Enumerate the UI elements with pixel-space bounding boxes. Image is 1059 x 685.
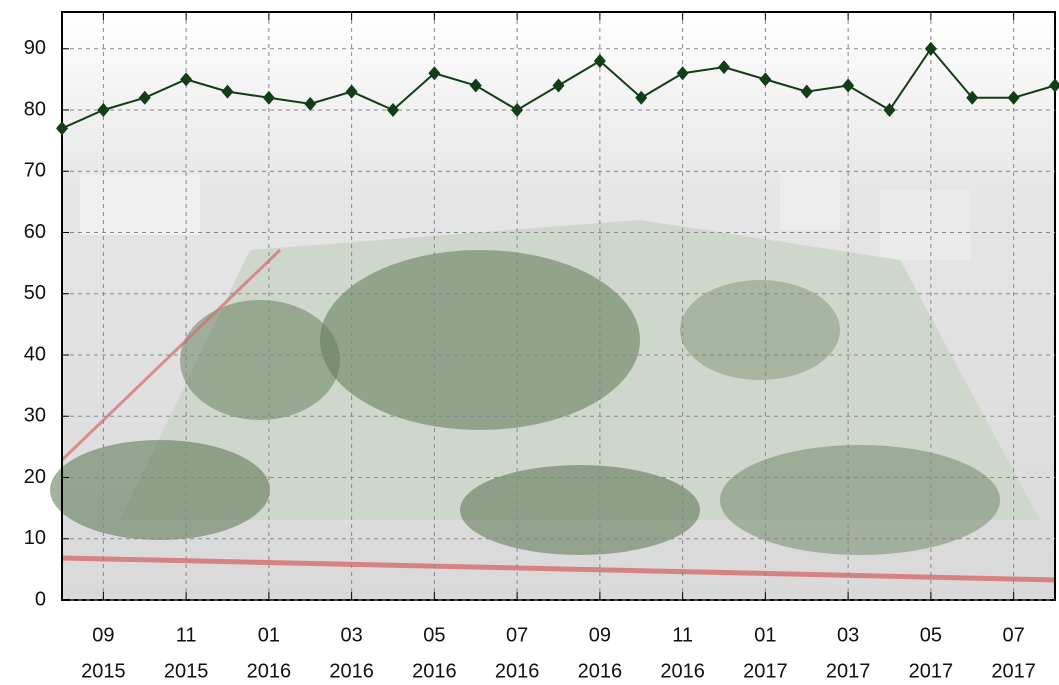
data-point bbox=[387, 103, 399, 117]
x-tick-label: 09 bbox=[589, 624, 611, 646]
data-point bbox=[676, 66, 689, 81]
data-point bbox=[800, 84, 813, 99]
data-point bbox=[97, 103, 110, 117]
y-tick-label: 70 bbox=[24, 160, 46, 182]
x-tick-label: 01 bbox=[258, 624, 280, 646]
data-point bbox=[56, 121, 68, 136]
y-tick-label: 50 bbox=[24, 282, 46, 304]
x-tick-label: 2015 bbox=[81, 660, 126, 682]
data-point bbox=[345, 84, 358, 99]
data-point bbox=[469, 78, 482, 93]
data-point bbox=[883, 103, 896, 117]
x-tick-label: 11 bbox=[176, 624, 197, 646]
x-tick-label: 2016 bbox=[247, 660, 292, 682]
data-point bbox=[635, 90, 648, 105]
x-tick-label: 07 bbox=[1003, 624, 1025, 646]
data-point bbox=[180, 72, 193, 87]
x-tick-label: 05 bbox=[920, 624, 942, 646]
y-tick-label: 90 bbox=[24, 37, 46, 59]
x-tick-label: 03 bbox=[837, 624, 859, 646]
data-point bbox=[759, 72, 772, 87]
x-tick-label: 2016 bbox=[578, 660, 623, 682]
x-tick-label: 09 bbox=[92, 624, 114, 646]
x-tick-label: 11 bbox=[672, 624, 693, 646]
data-point bbox=[718, 60, 730, 75]
y-tick-label: 20 bbox=[24, 466, 46, 488]
x-tick-label: 07 bbox=[506, 624, 528, 646]
x-tick-label: 03 bbox=[341, 624, 363, 646]
data-point bbox=[552, 78, 565, 93]
x-tick-label: 2017 bbox=[826, 660, 871, 682]
data-point bbox=[221, 84, 234, 99]
x-tick-label: 2016 bbox=[495, 660, 540, 682]
data-point bbox=[1049, 78, 1059, 93]
data-point bbox=[304, 96, 317, 111]
data-point bbox=[842, 78, 855, 93]
data-point bbox=[428, 66, 441, 81]
y-tick-label: 10 bbox=[24, 527, 46, 549]
x-tick-label: 2016 bbox=[412, 660, 457, 682]
data-point bbox=[511, 103, 524, 117]
y-tick-label: 60 bbox=[24, 221, 46, 243]
y-tick-label: 40 bbox=[24, 343, 46, 365]
data-point bbox=[966, 90, 979, 105]
x-tick-label: 2017 bbox=[991, 660, 1036, 682]
x-tick-label: 2017 bbox=[909, 660, 954, 682]
x-tick-label: 05 bbox=[423, 624, 445, 646]
background-photo bbox=[50, 12, 1056, 600]
data-point bbox=[924, 41, 937, 56]
x-tick-label: 2016 bbox=[660, 660, 705, 682]
data-point bbox=[593, 54, 606, 68]
data-point bbox=[1007, 90, 1020, 105]
y-tick-label: 80 bbox=[24, 98, 46, 120]
x-tick-label: 2017 bbox=[743, 660, 788, 682]
x-tick-label: 2016 bbox=[329, 660, 374, 682]
y-tick-label: 30 bbox=[24, 405, 46, 427]
x-tick-label: 01 bbox=[754, 624, 776, 646]
data-point bbox=[138, 90, 151, 105]
y-tick-label: 0 bbox=[35, 588, 46, 610]
x-tick-label: 2015 bbox=[164, 660, 209, 682]
data-point bbox=[262, 90, 275, 105]
